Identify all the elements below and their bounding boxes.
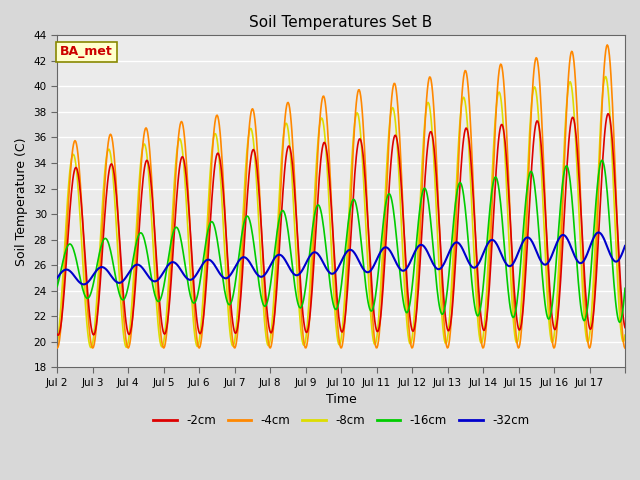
Title: Soil Temperatures Set B: Soil Temperatures Set B [250, 15, 433, 30]
Y-axis label: Soil Temperature (C): Soil Temperature (C) [15, 137, 28, 265]
Legend: -2cm, -4cm, -8cm, -16cm, -32cm: -2cm, -4cm, -8cm, -16cm, -32cm [148, 409, 534, 432]
X-axis label: Time: Time [326, 393, 356, 406]
Text: BA_met: BA_met [60, 45, 113, 58]
